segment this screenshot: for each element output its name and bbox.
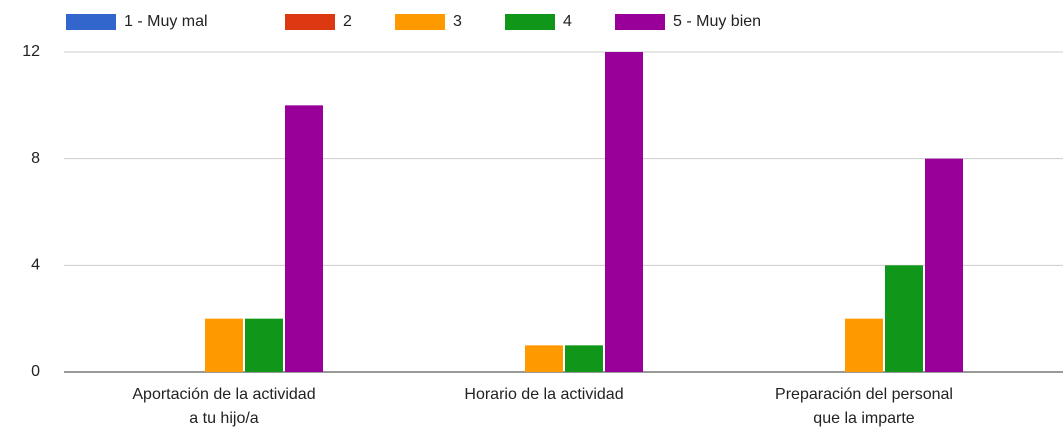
x-tick-label: Preparación del personal que la imparte bbox=[775, 386, 953, 427]
x-tick-label: Horario de la actividad bbox=[464, 386, 624, 403]
y-tick-label: 0 bbox=[31, 363, 40, 380]
legend-label: 1 - Muy mal bbox=[124, 13, 208, 30]
legend-label: 4 bbox=[563, 13, 572, 30]
legend-swatch bbox=[285, 14, 335, 30]
y-tick-label: 8 bbox=[31, 150, 40, 167]
legend-swatch bbox=[66, 14, 116, 30]
bar bbox=[605, 52, 643, 372]
bar bbox=[525, 345, 563, 372]
legend-swatch bbox=[615, 14, 665, 30]
bar bbox=[925, 158, 963, 372]
bar bbox=[845, 318, 883, 372]
legend-label: 3 bbox=[453, 13, 462, 30]
bar bbox=[565, 345, 603, 372]
bar bbox=[285, 105, 323, 372]
legend-swatch bbox=[395, 14, 445, 30]
legend-label: 5 - Muy bien bbox=[673, 13, 761, 30]
x-tick-label: Aportación de la actividad a tu hijo/a bbox=[132, 386, 316, 427]
bar bbox=[245, 318, 283, 372]
legend-label: 2 bbox=[343, 13, 352, 30]
bar bbox=[885, 265, 923, 372]
bar bbox=[205, 318, 243, 372]
y-tick-label: 12 bbox=[22, 43, 40, 60]
y-tick-label: 4 bbox=[31, 257, 40, 274]
legend-swatch bbox=[505, 14, 555, 30]
